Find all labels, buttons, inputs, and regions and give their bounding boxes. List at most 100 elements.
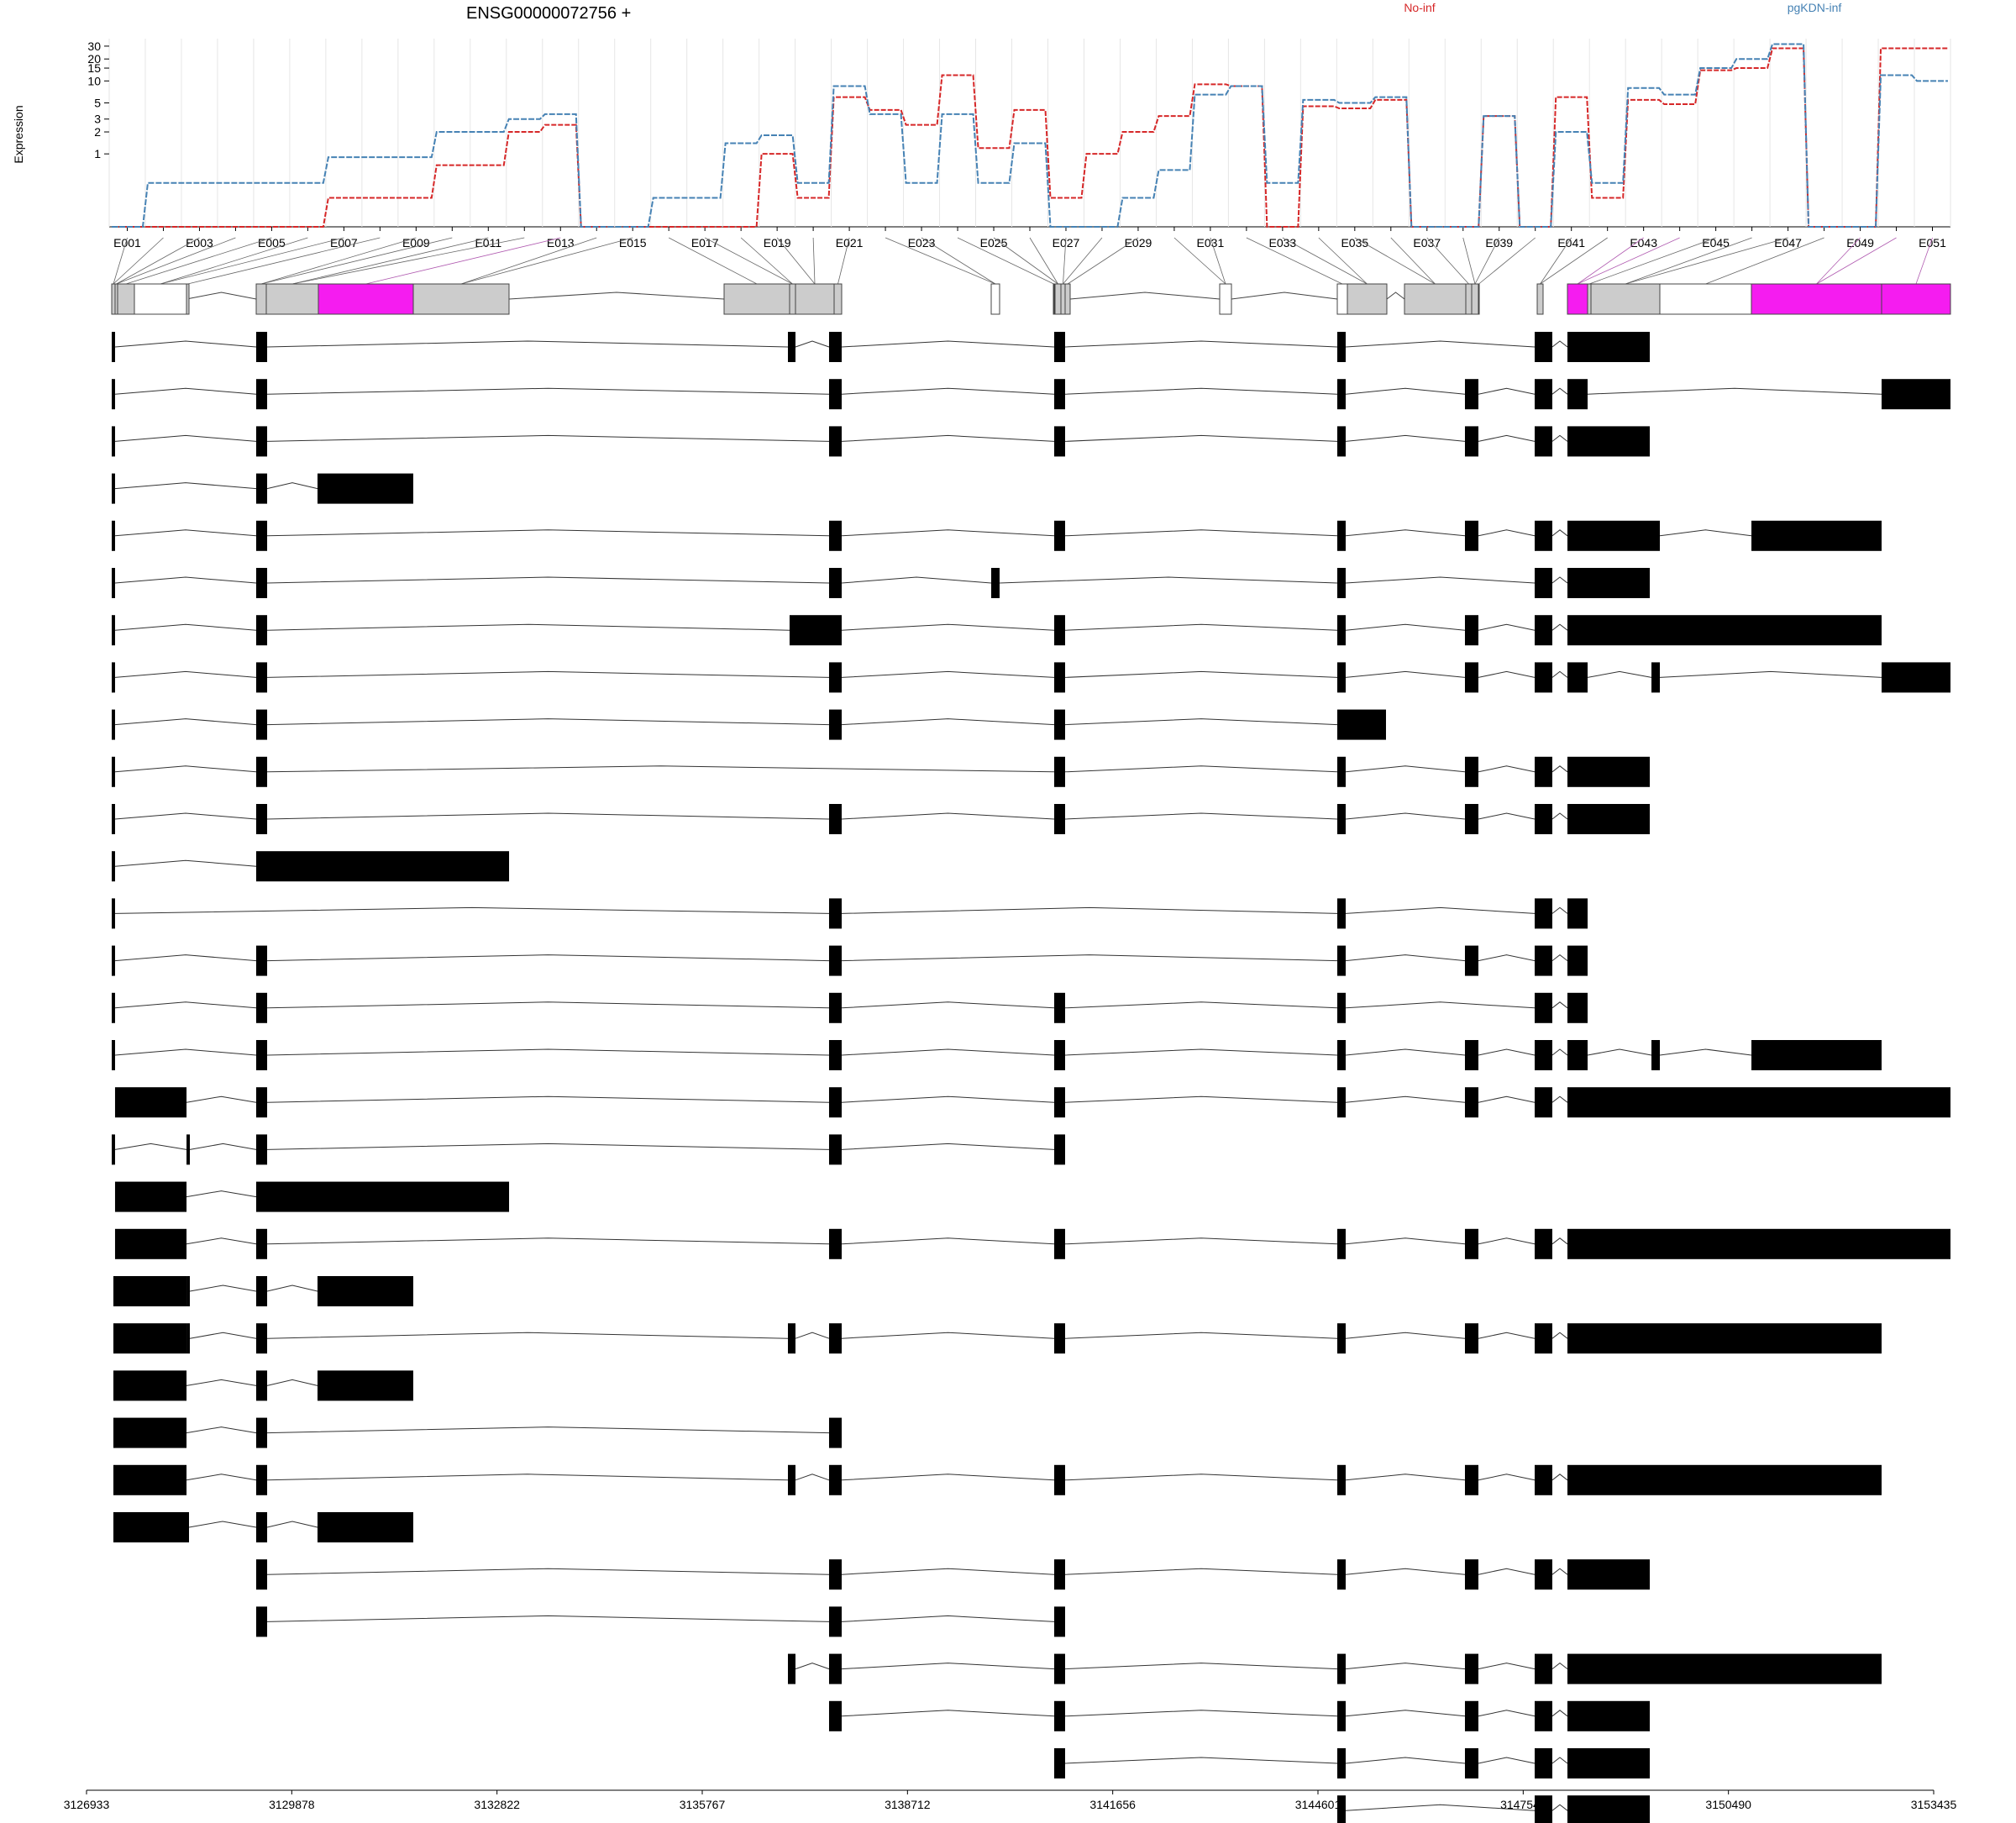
connector-line: [1625, 237, 1788, 285]
intron-line: [266, 1379, 318, 1386]
intron-line: [1345, 434, 1466, 442]
exon-block: [1054, 1464, 1065, 1495]
coordinate-tick-label: 3126933: [64, 1798, 110, 1811]
exon-block: [1337, 332, 1346, 362]
x-tick-label: E021: [836, 236, 864, 250]
exon-block: [255, 756, 268, 787]
exon-block: [828, 1653, 843, 1684]
exon-block: [1337, 709, 1386, 740]
exon-block: [317, 1370, 413, 1401]
connector-line: [187, 237, 381, 285]
intron-line: [1478, 1663, 1536, 1670]
coordinate-tick-label: 3138712: [885, 1798, 931, 1811]
exon-block: [1337, 945, 1346, 976]
exon-bin: [1659, 283, 1752, 315]
exon-block: [1567, 1559, 1651, 1590]
exon-block: [1464, 426, 1479, 457]
intron-line: [795, 1474, 830, 1481]
exon-block: [1337, 1700, 1346, 1731]
exon-block: [255, 945, 268, 976]
intron-line: [1478, 670, 1536, 678]
intron-line: [1478, 387, 1536, 395]
exon-bin: [789, 283, 796, 315]
exon-block: [1054, 1134, 1065, 1165]
transcript-7: [112, 615, 1882, 646]
exon-block: [255, 1040, 268, 1070]
intron-line: [1069, 292, 1221, 300]
exon-bin: [1060, 283, 1066, 315]
exon-block: [255, 426, 268, 457]
exon-block: [1464, 756, 1479, 787]
intron-line: [841, 1710, 1055, 1717]
transcript-17: [114, 1087, 1950, 1118]
intron-line: [267, 434, 829, 442]
exon-bin: [990, 283, 1000, 315]
transcript-16: [112, 1040, 1882, 1070]
intron-line: [1478, 1474, 1536, 1481]
exon-block: [255, 379, 268, 410]
exon-block: [255, 1228, 268, 1259]
exon-bin: [1751, 283, 1882, 315]
exon-block: [1337, 756, 1346, 787]
intron-line: [841, 1237, 1055, 1245]
y-tick-label: 2: [94, 125, 101, 139]
intron-line: [114, 670, 257, 678]
intron-line: [1551, 954, 1568, 961]
connector-line: [704, 237, 793, 285]
exon-block: [255, 1087, 268, 1118]
connector-line: [1354, 237, 1436, 285]
intron-line: [795, 1332, 830, 1339]
exon-block: [1534, 992, 1552, 1023]
exon-block: [1567, 1700, 1651, 1731]
connector-line: [885, 237, 996, 285]
transcript-18: [112, 1134, 1065, 1165]
transcript-13: [112, 898, 1588, 929]
exon-block: [828, 1464, 843, 1495]
exon-block: [1534, 1559, 1552, 1590]
intron-line: [1064, 529, 1338, 537]
intron-line: [1478, 1237, 1536, 1245]
exon-block: [828, 709, 843, 740]
exon-block: [112, 945, 115, 976]
exon-block: [1054, 1653, 1065, 1684]
exon-block: [1337, 1464, 1346, 1495]
exon-block: [1054, 804, 1065, 834]
intron-line: [1478, 812, 1536, 820]
connector-line: [160, 237, 308, 285]
x-tick-label: E013: [547, 236, 575, 250]
intron-line: [1478, 1568, 1536, 1575]
transcript-25: [113, 1464, 1882, 1495]
connector-line: [160, 237, 344, 285]
exon-block: [1337, 992, 1346, 1023]
connector-line: [1540, 237, 1608, 285]
exon-block: [828, 945, 843, 976]
x-tick-label: E039: [1485, 236, 1513, 250]
coordinate-tick-label: 3135767: [680, 1798, 726, 1811]
intron-line: [114, 387, 257, 395]
exon-block: [1534, 1228, 1552, 1259]
exon-block: [1337, 1748, 1346, 1778]
exon-block: [112, 804, 115, 834]
exon-block: [1464, 615, 1479, 646]
exon-bin: [1567, 283, 1588, 315]
x-tick-label: E023: [908, 236, 936, 250]
exon-block: [1337, 1795, 1346, 1823]
exon-block: [255, 1181, 510, 1212]
exon-block: [1054, 1700, 1065, 1731]
intron-line: [188, 1521, 257, 1528]
exon-block: [1337, 379, 1346, 410]
exon-block: [255, 1276, 268, 1306]
exon-block: [1881, 662, 1950, 693]
intron-line: [1345, 812, 1466, 820]
transcript-28: [255, 1606, 1065, 1637]
exon-block: [255, 1559, 268, 1590]
x-tick-label: E029: [1125, 236, 1152, 250]
exon-block: [828, 379, 843, 410]
exon-block: [789, 615, 843, 646]
exon-block: [828, 992, 843, 1023]
exon-block: [112, 332, 115, 362]
intron-line: [186, 1426, 257, 1434]
connector-line: [460, 237, 597, 285]
exon-block: [828, 898, 843, 929]
exon-block: [1337, 662, 1346, 693]
